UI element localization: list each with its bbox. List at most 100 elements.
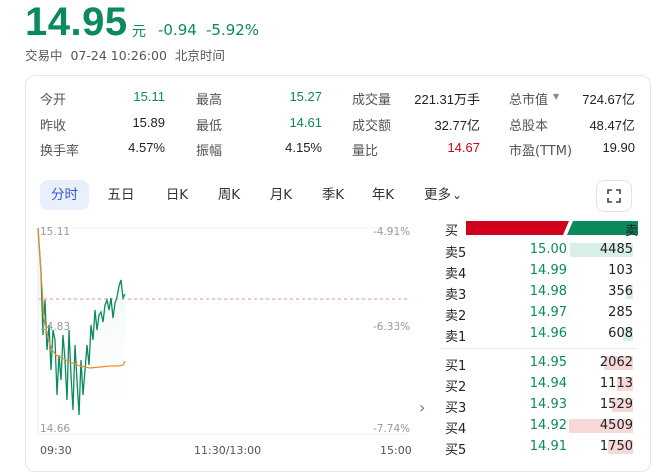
- stat-label-volume: 成交量: [352, 93, 392, 108]
- bid-4-price: 14.92: [529, 418, 567, 433]
- bid-1-price: 14.95: [529, 355, 567, 370]
- stat-label-volume-ratio: 量比: [352, 144, 379, 159]
- bid-1-volume: 2062: [599, 355, 633, 370]
- bid-1-label: 买1: [445, 359, 467, 374]
- stat-value-pe-ttm: 19.90: [602, 140, 635, 155]
- ask-2-label: 卖2: [445, 309, 467, 324]
- stat-label-pe-ttm: 市盈(TTM): [509, 144, 573, 159]
- bid-1-volume-bar: [604, 356, 633, 370]
- y-axis-left-bottom: 14.66: [40, 423, 71, 435]
- bid-5-volume: 1750: [599, 439, 633, 454]
- buy-sell-ratio-bar: [466, 221, 638, 235]
- ask-1-price: 14.96: [529, 326, 567, 341]
- stat-label-prev-close: 昨收: [40, 119, 67, 134]
- sell-label: 卖: [625, 224, 639, 239]
- stat-value-volume: 221.31万手: [414, 92, 480, 107]
- stat-value-volume-ratio: 14.67: [447, 140, 480, 155]
- current-price: 14.95: [25, 0, 128, 44]
- ask-5-price: 15.00: [529, 242, 567, 257]
- stat-value-high: 15.27: [289, 89, 322, 104]
- tab-weekly-k[interactable]: 周K: [217, 187, 241, 203]
- buy-ratio-bar: [466, 221, 569, 235]
- x-axis-mid: 11:30/13:00: [194, 444, 262, 457]
- tab-quarterly-k[interactable]: 季K: [321, 187, 345, 203]
- sell-ratio-bar: [567, 221, 638, 235]
- stat-value-low: 14.61: [289, 115, 322, 130]
- trading-status-line: 交易中 07-24 10:26:00 北京时间: [25, 45, 225, 64]
- price-unit: 元: [132, 24, 146, 40]
- x-axis-start: 09:30: [40, 444, 72, 457]
- y-axis-left-top: 15.11: [40, 226, 71, 238]
- stat-label-open: 今开: [40, 93, 67, 108]
- tab-more[interactable]: 更多⌄: [418, 180, 468, 210]
- stat-value-open: 15.11: [133, 89, 165, 104]
- market-cap-dropdown-icon[interactable]: ▼: [553, 92, 560, 101]
- bid-3-volume: 1529: [599, 397, 633, 412]
- timezone-label: 北京时间: [174, 48, 225, 63]
- bid-3-volume-bar: [612, 398, 633, 412]
- ask-4-price: 14.99: [529, 263, 567, 278]
- stat-value-prev-close: 15.89: [132, 115, 165, 130]
- tab-yearly-k[interactable]: 年K: [371, 187, 395, 203]
- stat-label-turnover: 成交额: [352, 119, 392, 134]
- fullscreen-button[interactable]: [596, 180, 632, 212]
- price-change: -0.94: [158, 21, 197, 39]
- chevron-right-icon[interactable]: ›: [419, 398, 426, 417]
- trading-datetime: 07-24 10:26:00: [70, 48, 167, 63]
- stat-value-amplitude: 4.15%: [285, 140, 322, 155]
- stat-value-turnover: 32.77亿: [434, 118, 480, 133]
- price-change-percent: -5.92%: [206, 21, 260, 39]
- bid-4-volume: 4509: [599, 418, 633, 433]
- tab-daily-k[interactable]: 日K: [165, 187, 189, 203]
- tab-monthly-k[interactable]: 月K: [269, 187, 293, 203]
- bid-3-label: 买3: [445, 401, 467, 416]
- ask-2-price: 14.97: [529, 305, 567, 320]
- bid-4-volume-bar: [569, 419, 633, 433]
- order-book-divider: [440, 348, 636, 349]
- tab-more-label: 更多: [423, 187, 451, 203]
- ask-5-label: 卖5: [445, 246, 467, 261]
- ask-2-volume: 285: [608, 305, 633, 320]
- ask-3-volume: 356: [608, 284, 633, 299]
- chevron-down-icon: ⌄: [451, 188, 463, 202]
- bid-2-volume: 1113: [599, 376, 633, 391]
- bid-2-label: 买2: [445, 380, 467, 395]
- stat-value-total-shares: 48.47亿: [589, 118, 635, 133]
- stat-label-total-shares: 总股本: [509, 119, 549, 134]
- y-axis-right-mid: -6.33%: [373, 321, 411, 333]
- ask-3-volume-bar: [626, 285, 633, 299]
- fullscreen-icon: [607, 189, 621, 203]
- stat-label-high: 最高: [196, 93, 223, 108]
- bid-4-label: 买4: [445, 422, 467, 437]
- bid-2-price: 14.94: [529, 376, 567, 391]
- stat-label-market-cap: 总市值: [509, 93, 549, 108]
- stat-value-turnover-rate: 4.57%: [128, 140, 165, 155]
- tab-five-day[interactable]: 五日: [107, 187, 135, 203]
- buy-label: 买: [445, 224, 459, 239]
- bid-5-price: 14.91: [529, 439, 567, 454]
- bid-3-price: 14.93: [529, 397, 567, 412]
- ask-5-volume: 4485: [599, 242, 633, 257]
- ask-1-label: 卖1: [445, 330, 467, 345]
- x-axis-end: 15:00: [380, 444, 412, 457]
- ask-1-volume-bar: [623, 327, 633, 341]
- tab-intraday[interactable]: 分时: [40, 180, 89, 210]
- ask-4-volume: 103: [608, 263, 633, 278]
- y-axis-right-bottom: -7.74%: [373, 423, 411, 435]
- ask-5-volume-bar: [570, 243, 633, 257]
- y-axis-right-top: -4.91%: [373, 226, 411, 238]
- quote-panel: [25, 75, 651, 472]
- ask-3-label: 卖3: [445, 288, 467, 303]
- stat-label-low: 最低: [196, 119, 223, 134]
- y-axis-left-mid: 14.83: [40, 321, 71, 333]
- bid-5-volume-bar: [608, 440, 633, 454]
- stat-label-amplitude: 振幅: [196, 144, 223, 159]
- ask-1-volume: 608: [608, 326, 633, 341]
- bid-5-label: 买5: [445, 443, 467, 458]
- bid-2-volume-bar: [617, 377, 633, 391]
- stat-value-market-cap: 724.67亿: [582, 92, 635, 107]
- trading-status: 交易中: [25, 48, 63, 63]
- ask-3-price: 14.98: [529, 284, 567, 299]
- ask-4-label: 卖4: [445, 267, 467, 282]
- stat-label-turnover-rate: 换手率: [40, 144, 80, 159]
